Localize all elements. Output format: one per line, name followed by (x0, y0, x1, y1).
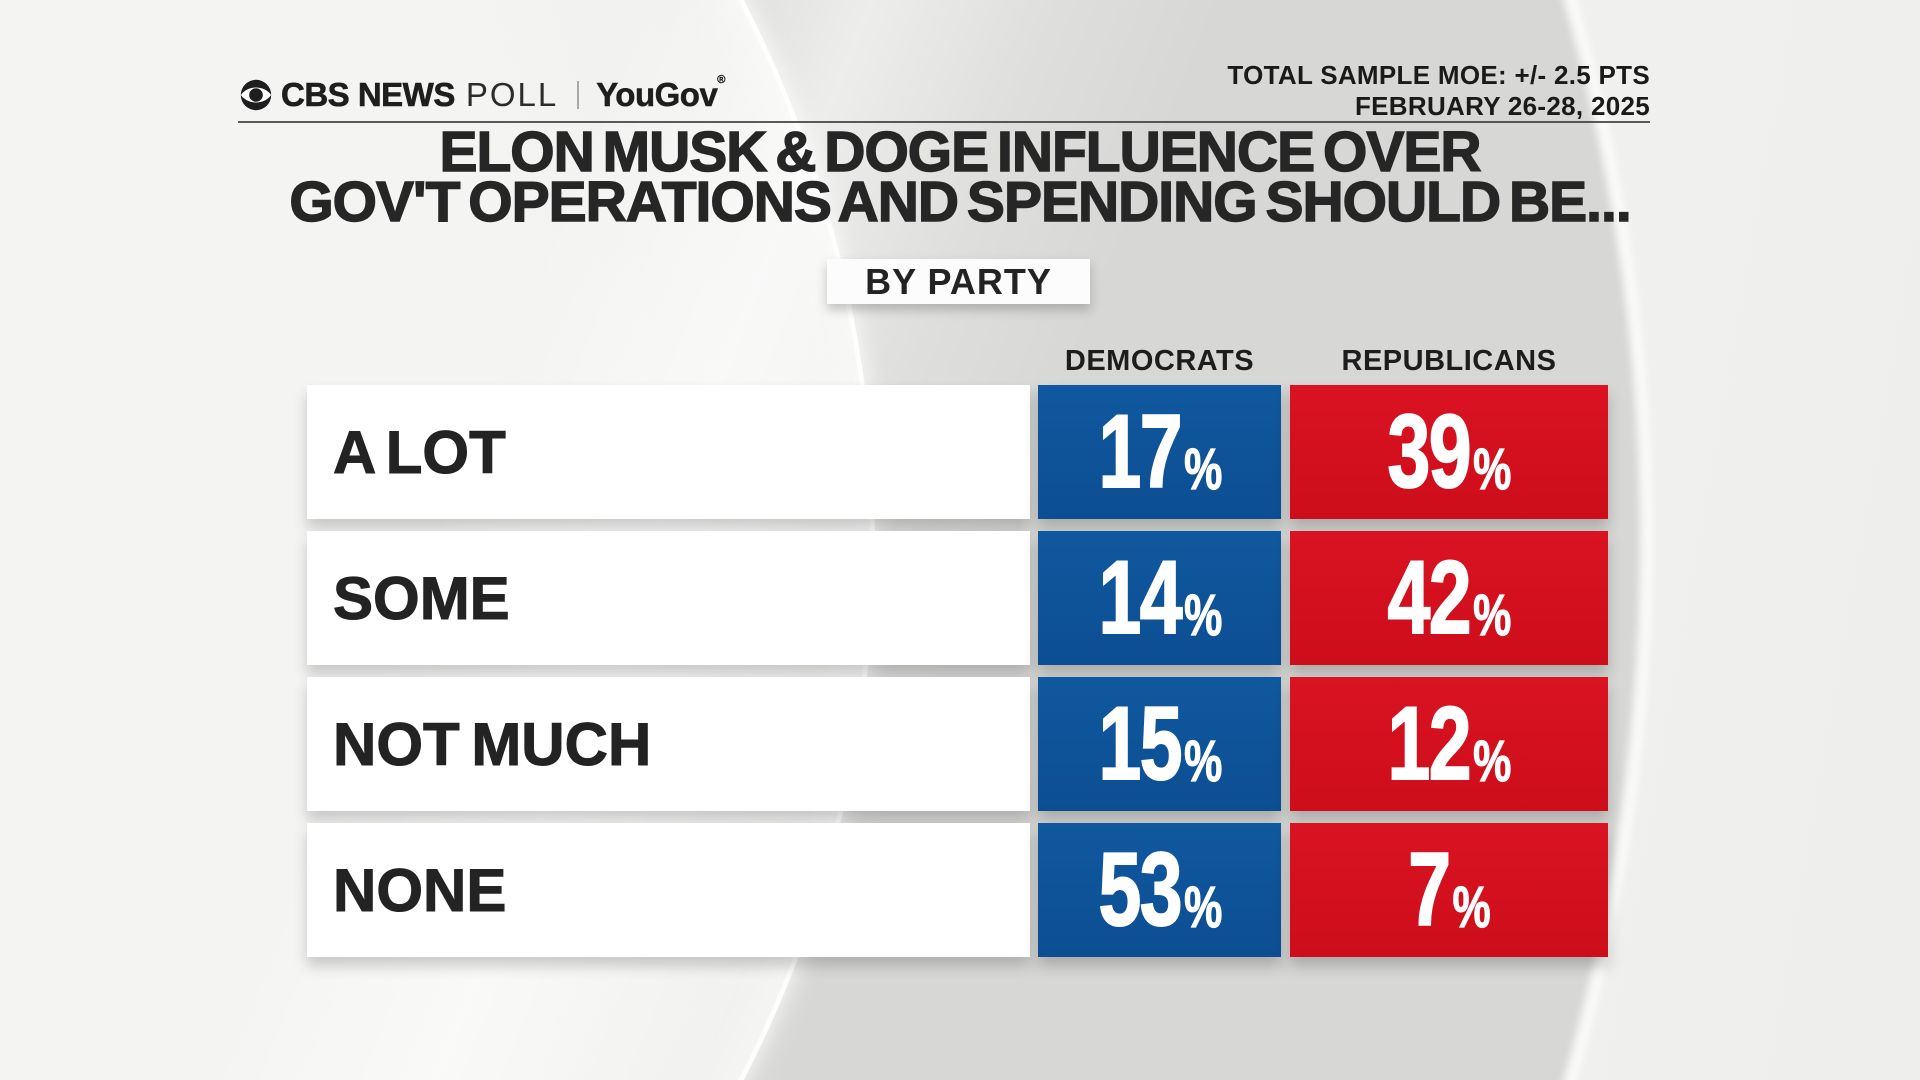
democrat-value-cell: 17% (1038, 385, 1281, 519)
by-party-label: BY PARTY (865, 260, 1052, 302)
republican-value-cell: 12% (1290, 677, 1608, 811)
cbs-eye-icon (240, 79, 272, 111)
democrat-value-cell: 53% (1038, 823, 1281, 957)
democrat-value: 15% (1098, 685, 1223, 803)
answer-label: A LOT (333, 418, 507, 486)
answer-label-box: NOT MUCH (307, 677, 1030, 811)
percent-sign: % (1473, 728, 1512, 794)
cbs-news-wordmark: CBS NEWS (281, 76, 456, 114)
answer-label-box: A LOT (307, 385, 1030, 519)
democrat-value: 14% (1098, 539, 1223, 657)
table-row: NOT MUCH 15% 12% (0, 677, 1920, 811)
democrat-value: 53% (1098, 831, 1223, 949)
header-rule (238, 121, 1650, 123)
table-row: A LOT 17% 39% (0, 385, 1920, 519)
yougov-wordmark: YouGov® (596, 74, 726, 114)
moe-text: TOTAL SAMPLE MOE: +/- 2.5 PTS (1227, 60, 1650, 90)
percent-sign: % (1473, 582, 1512, 648)
republican-value: 12% (1387, 685, 1512, 803)
republican-value: 7% (1408, 831, 1492, 949)
answer-label: SOME (333, 564, 511, 632)
republican-value-cell: 39% (1290, 385, 1608, 519)
poll-wordmark: POLL (465, 76, 559, 113)
registered-mark: ® (717, 74, 726, 87)
answer-label: NONE (332, 856, 507, 924)
answer-label: NOT MUCH (332, 710, 652, 778)
percent-sign: % (1183, 728, 1223, 794)
column-header-democrats: DEMOCRATS (1064, 345, 1255, 377)
table-row: NONE 53% 7% (0, 823, 1920, 957)
democrat-value: 17% (1098, 393, 1223, 511)
table-row: SOME 14% 42% (0, 531, 1920, 665)
answer-label-box: NONE (307, 823, 1030, 957)
republican-value: 42% (1387, 539, 1512, 657)
title-line-1: ELON MUSK & DOGE INFLUENCE OVER (439, 120, 1482, 184)
by-party-tag: BY PARTY (827, 259, 1090, 304)
date-text: FEBRUARY 26-28, 2025 (1354, 91, 1650, 121)
percent-sign: % (1183, 582, 1223, 648)
title-line-2: GOV'T OPERATIONS AND SPENDING SHOULD BE.… (289, 170, 1633, 234)
percent-sign: % (1473, 436, 1512, 502)
logo-divider (577, 81, 580, 109)
sample-meta: TOTAL SAMPLE MOE: +/- 2.5 PTS FEBRUARY 2… (1227, 60, 1650, 122)
page-title: ELON MUSK & DOGE INFLUENCE OVER GOV'T OP… (0, 120, 1920, 234)
percent-sign: % (1452, 874, 1491, 940)
column-header-republicans: REPUBLICANS (1341, 345, 1557, 377)
republican-value-cell: 42% (1290, 531, 1608, 665)
democrat-value-cell: 15% (1038, 677, 1281, 811)
cbs-news-poll-logo: CBS NEWS POLL YouGov® (240, 74, 726, 114)
percent-sign: % (1183, 436, 1223, 502)
republican-value-cell: 7% (1290, 823, 1608, 957)
republican-value: 39% (1387, 393, 1512, 511)
answer-label-box: SOME (307, 531, 1030, 665)
democrat-value-cell: 14% (1038, 531, 1281, 665)
percent-sign: % (1183, 874, 1223, 940)
